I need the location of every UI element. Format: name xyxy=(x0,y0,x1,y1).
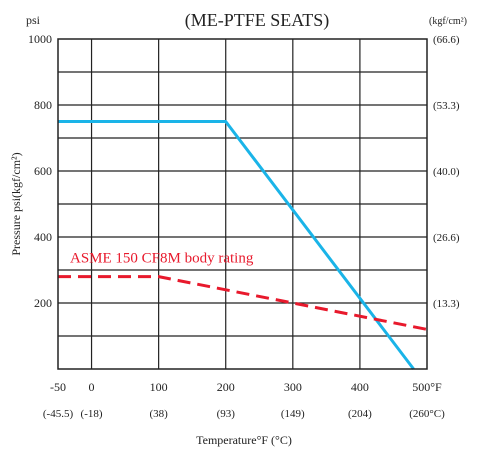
x-tick-label: 500°F xyxy=(412,380,442,394)
x-tick-label: -50 xyxy=(50,380,66,394)
tick-labels: 2004006008001000(13.3)(26.6)(40.0)(53.3)… xyxy=(28,32,460,420)
y-tick-label-left: 1000 xyxy=(28,32,52,46)
y-tick-label-right: (26.6) xyxy=(433,232,460,244)
y-tick-label-left: 400 xyxy=(34,230,52,244)
series-labels: ASME 150 CF8M body rating xyxy=(70,251,254,267)
y-tick-label-left: 200 xyxy=(34,296,52,310)
x-tick-label: 400 xyxy=(351,380,369,394)
y-tick-label-right: (40.0) xyxy=(433,166,460,178)
x-tick-label: 100 xyxy=(150,380,168,394)
y-tick-label-left: 600 xyxy=(34,164,52,178)
chart-title: (ME-PTFE SEATS) xyxy=(185,10,330,31)
y-unit-right: (kgf/cm²) xyxy=(429,16,467,27)
y-tick-label-right: (53.3) xyxy=(433,100,460,112)
x-tick-sublabel: (149) xyxy=(281,408,305,420)
plot-frame xyxy=(57,38,428,370)
x-axis-label: Temperature°F (°C) xyxy=(196,433,292,447)
x-tick-label: 300 xyxy=(284,380,302,394)
x-tick-label: 0 xyxy=(89,380,95,394)
x-tick-sublabel: (-45.5) xyxy=(43,408,74,420)
series-line-1 xyxy=(58,120,415,370)
y-tick-label-left: 800 xyxy=(34,98,52,112)
y-tick-label-right: (66.6) xyxy=(433,34,460,46)
y-axis-label: Pressure psi(kgf/cm²) xyxy=(9,152,23,255)
grid xyxy=(58,39,427,369)
series xyxy=(58,120,428,370)
x-tick-sublabel: (-18) xyxy=(81,408,103,420)
series-label: ASME 150 CF8M body rating xyxy=(70,251,254,267)
y-tick-label-right: (13.3) xyxy=(433,298,460,310)
x-tick-label: 200 xyxy=(217,380,235,394)
series-line-2 xyxy=(58,275,428,331)
x-tick-sublabel: (38) xyxy=(149,408,168,420)
x-tick-sublabel: (204) xyxy=(348,408,372,420)
x-tick-sublabel: (260°C) xyxy=(409,408,445,420)
y-unit-left: psi xyxy=(26,13,41,27)
x-tick-sublabel: (93) xyxy=(217,408,236,420)
